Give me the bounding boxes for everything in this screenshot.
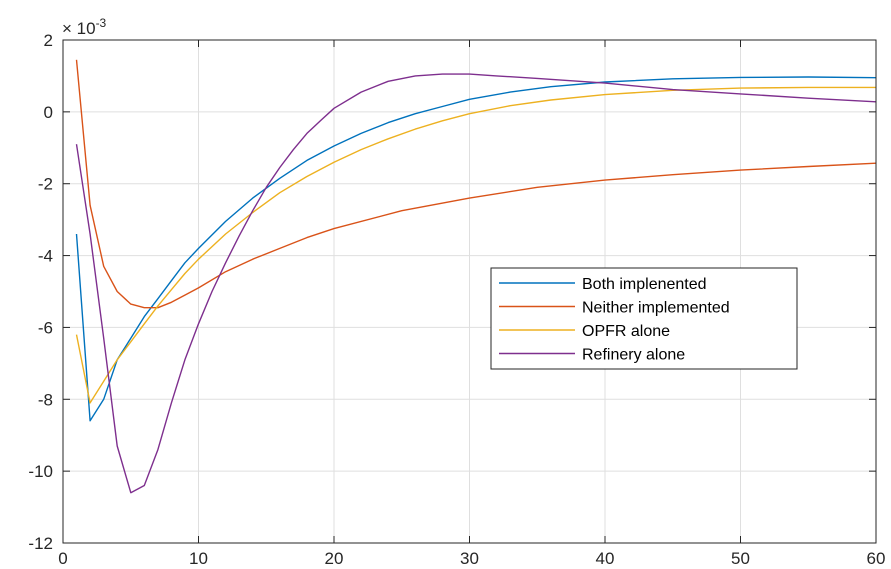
y-axis-ticks: -12 -10 -8 -6 -4 -2 0 2	[28, 31, 876, 553]
x-tick-label: 0	[58, 549, 67, 568]
exponent-label: × 10-3	[62, 16, 107, 38]
exponent-power: -3	[96, 16, 107, 30]
legend-label: Refinery alone	[582, 347, 685, 364]
legend-entry-neither-implemented: Neither implemented	[499, 300, 730, 317]
exponent-base: × 10	[62, 19, 96, 38]
y-tick-label: 2	[44, 31, 53, 50]
y-tick-label: -4	[38, 247, 53, 266]
y-tick-label: 0	[44, 103, 53, 122]
y-tick-label: -12	[28, 534, 53, 553]
series-line-both-implenented	[75, 76, 877, 422]
series-line-opfr-alone	[75, 86, 876, 404]
x-tick-label: 50	[731, 549, 750, 568]
legend-entry-both-implenented: Both implenented	[499, 276, 707, 293]
x-tick-label: 40	[596, 549, 615, 568]
x-tick-label: 20	[325, 549, 344, 568]
x-tick-label: 30	[460, 549, 479, 568]
legend: Both implenented Neither implemented OPFR …	[490, 267, 798, 370]
legend-entry-refinery-alone: Refinery alone	[499, 347, 685, 364]
series-line-neither-implemented	[75, 59, 877, 309]
x-axis-ticks: 0 10 20 30 40 50 60	[58, 40, 885, 568]
legend-label: OPFR alone	[582, 323, 670, 340]
legend-box	[490, 267, 798, 370]
legend-label: Both implenented	[582, 276, 707, 293]
series-line-refinery-alone	[75, 73, 877, 494]
x-tick-label: 60	[867, 549, 886, 568]
y-tick-label: -8	[38, 390, 53, 409]
x-tick-label: 10	[189, 549, 208, 568]
legend-entry-opfr-alone: OPFR alone	[499, 323, 670, 340]
y-tick-label: -6	[38, 318, 53, 337]
series-layer	[75, 59, 877, 494]
y-tick-label: -2	[38, 175, 53, 194]
legend-label: Neither implemented	[582, 300, 730, 317]
y-tick-label: -10	[28, 462, 53, 481]
